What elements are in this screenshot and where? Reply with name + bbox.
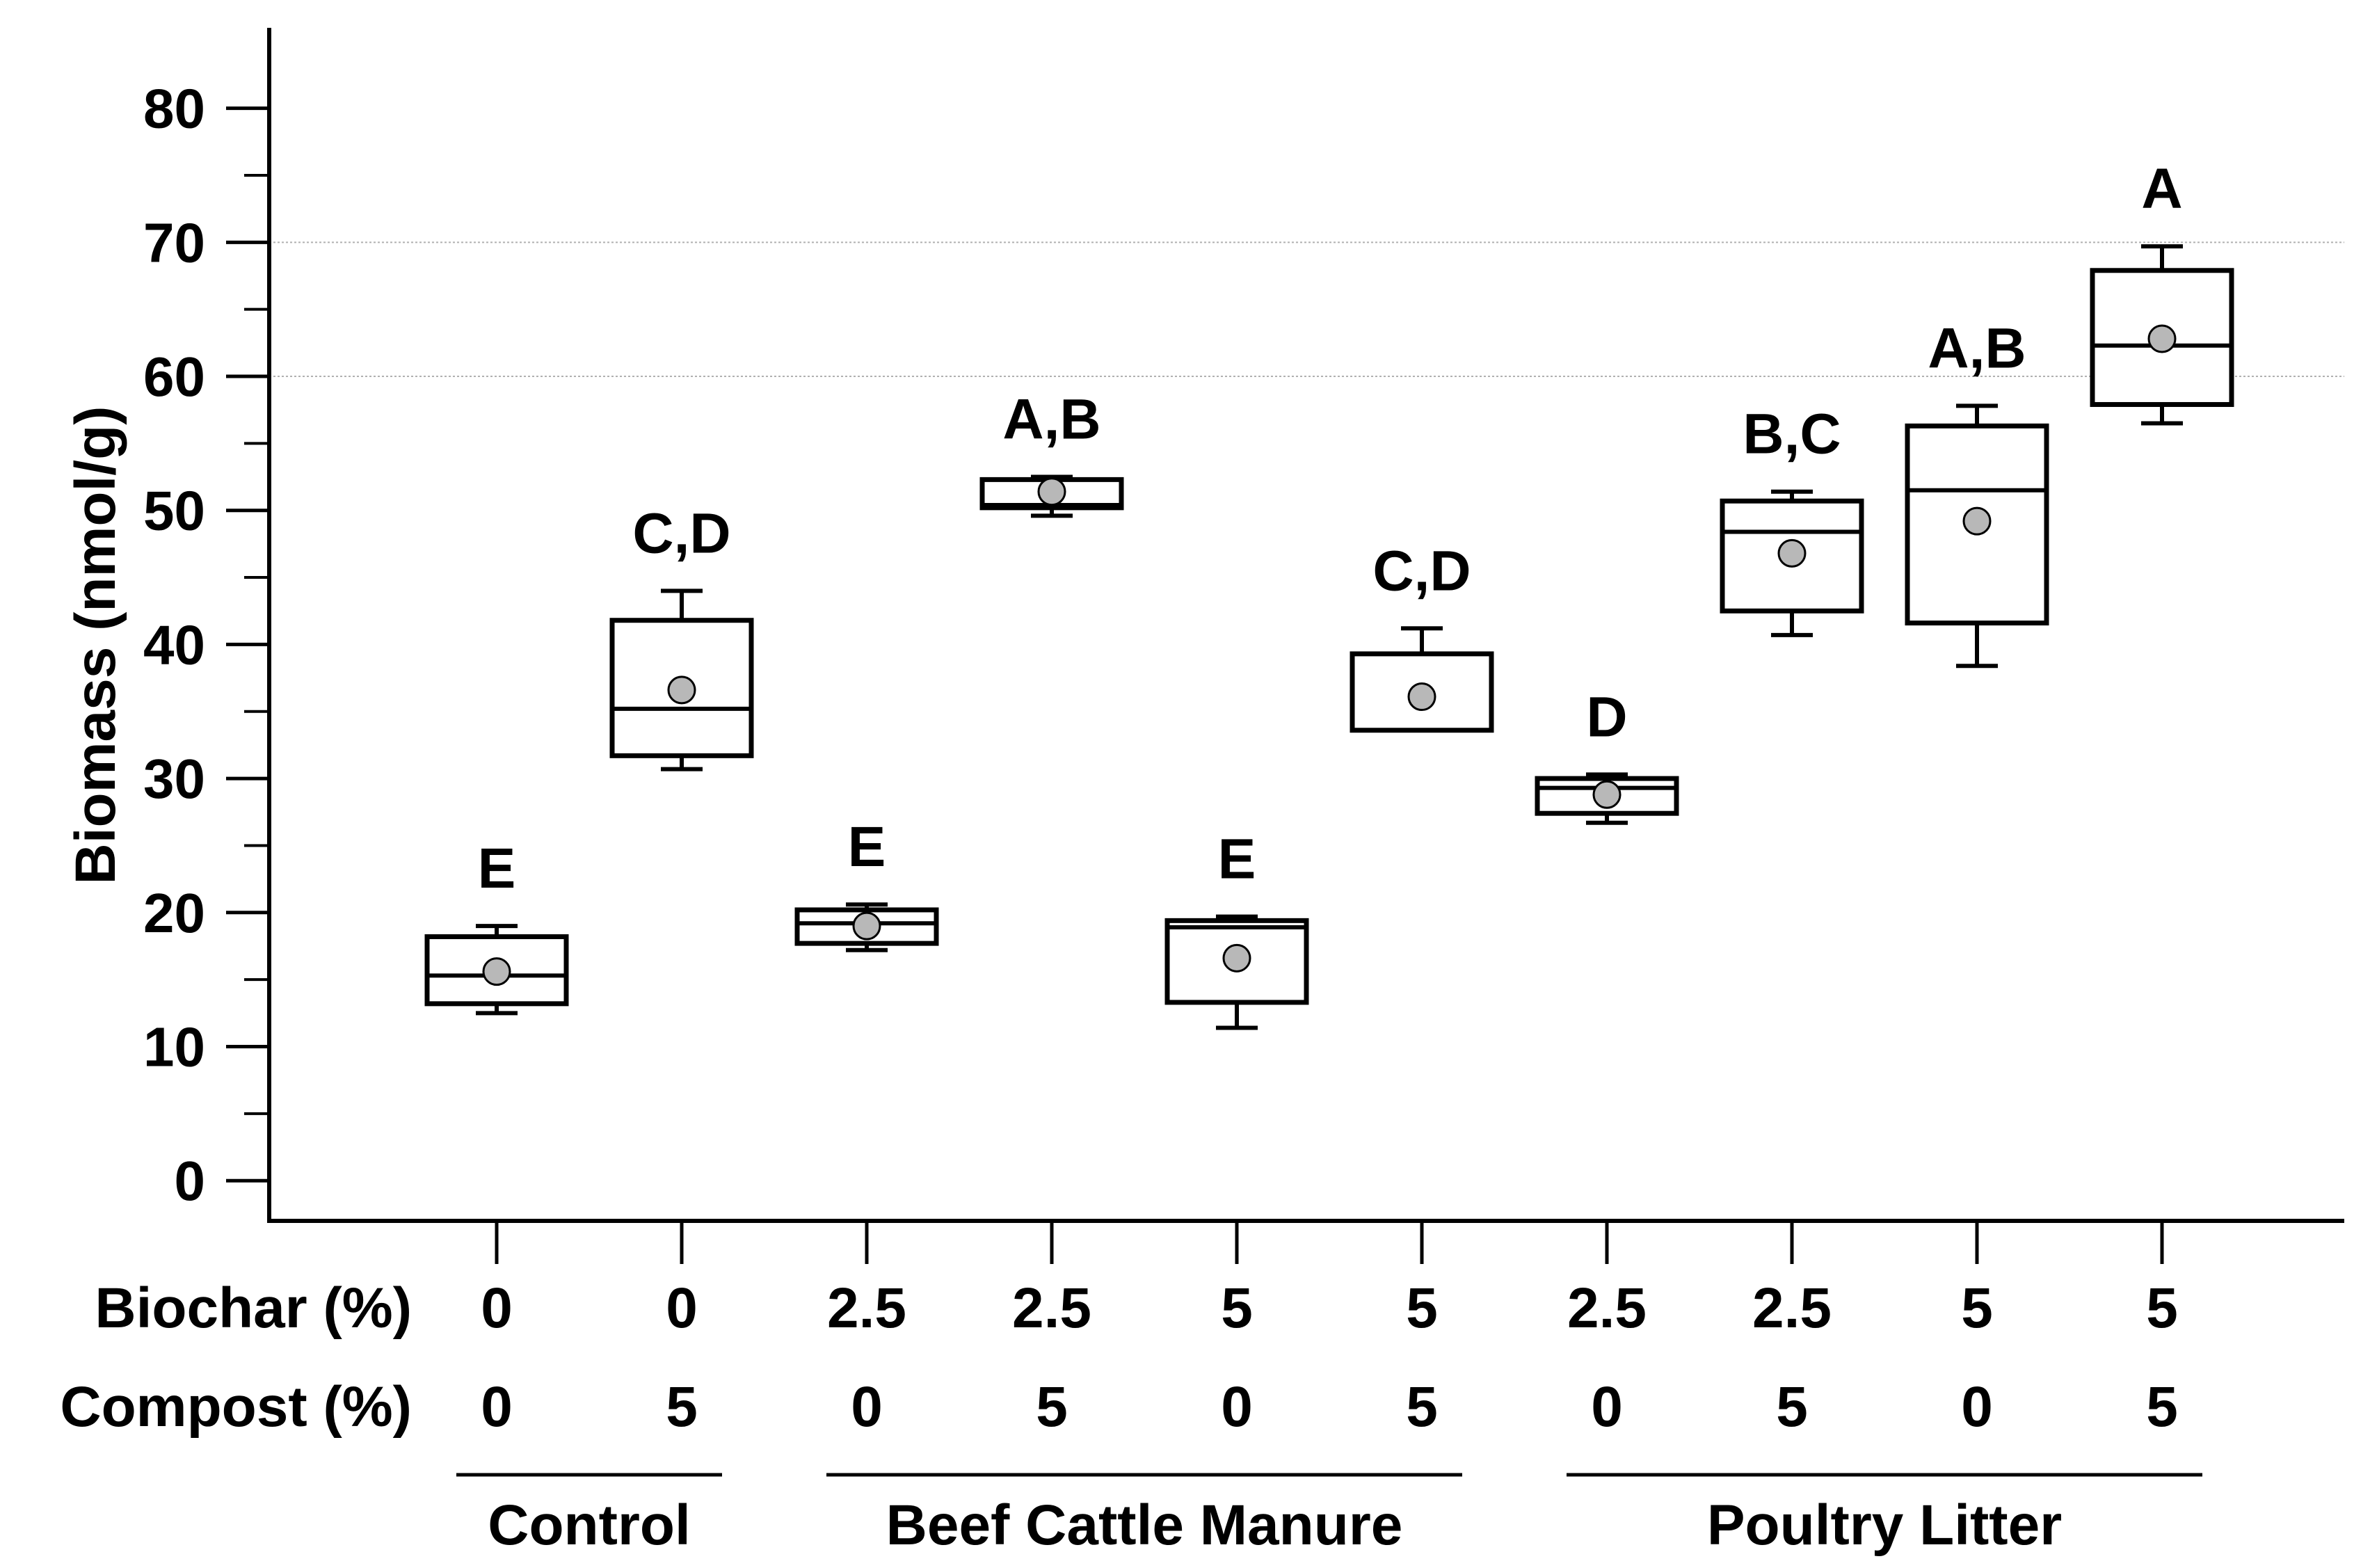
significance-letter: E [1218,828,1256,891]
biochar-value: 0 [481,1277,513,1340]
y-tick-label: 50 [143,480,205,542]
biochar-value: 5 [2146,1277,2178,1340]
significance-letter: C,D [1372,539,1471,602]
y-tick-label: 60 [143,346,205,408]
box-treatment-7: D [1535,685,1679,825]
group-label: Control [488,1494,690,1557]
y-tick-label: 80 [143,78,205,140]
y-tick-label: 10 [143,1016,205,1078]
compost-value: 5 [666,1375,698,1439]
mean-marker [1777,538,1807,568]
y-tick-label: 20 [143,882,205,944]
biochar-value: 5 [1406,1277,1438,1340]
mean-marker [667,675,696,705]
y-tick-label: 0 [175,1150,206,1212]
group-label: Beef Cattle Manure [886,1494,1403,1557]
group-label: Poultry Litter [1707,1494,2062,1557]
compost-value: 5 [1036,1375,1068,1439]
biochar-value: 0 [666,1277,698,1340]
compost-value: 0 [851,1375,883,1439]
labels: Biochar (%) Compost (%) 0 0 0 5 2.5 0 2.5 5 5 0 5 5 2.… [60,1277,2202,1557]
box-treatment-9: A,B [1905,317,2049,669]
box-treatment-2: C,D [609,502,754,771]
compost-value: 0 [481,1375,513,1439]
significance-letter: A [2141,157,2182,221]
box-treatment-6: C,D [1350,539,1494,733]
significance-letter: C,D [632,502,730,565]
significance-letter: A,B [1002,388,1100,451]
box-treatment-4: A,B [979,388,1124,518]
significance-letter: E [478,837,516,900]
mean-marker [1592,780,1622,809]
significance-letter: E [848,815,886,879]
y-tick-label: 40 [143,614,205,675]
compost-value: 5 [2146,1375,2178,1439]
box-treatment-10: A [2090,157,2234,426]
mean-marker [1222,943,1251,973]
biochar-value: 5 [1221,1277,1253,1340]
box-iqr [424,934,569,1007]
mean-marker [1037,477,1066,506]
mean-marker [1962,506,1992,536]
box-treatment-1: E [424,837,569,1016]
biochar-value: 2.5 [1752,1277,1832,1340]
biochar-row-label: Biochar (%) [95,1277,412,1340]
compost-value: 0 [1221,1375,1253,1439]
biochar-value: 2.5 [827,1277,906,1340]
compost-value: 5 [1776,1375,1808,1439]
box-treatment-5: E [1164,828,1309,1030]
biochar-value: 5 [1961,1277,1993,1340]
y-tick-label: 70 [143,211,205,273]
boxes: E C,D E A,B E C,D D B,C A,B A [424,157,2234,1030]
mean-marker [2147,324,2177,353]
axes: 0 10 20 30 40 50 60 70 80 Biomass (nmol/g) [64,28,2344,1264]
biochar-value: 2.5 [1567,1277,1647,1340]
mean-marker [482,957,511,986]
gridlines [269,241,2344,378]
mean-marker [1407,682,1436,712]
y-axis-label: Biomass (nmol/g) [64,406,127,885]
compost-value: 0 [1961,1375,1993,1439]
biochar-value: 2.5 [1012,1277,1091,1340]
y-tick-label: 30 [143,748,205,810]
mean-marker [852,911,881,941]
box-treatment-3: E [794,815,939,952]
significance-letter: B,C [1743,403,1841,466]
significance-letter: A,B [1928,317,2026,380]
compost-value: 0 [1591,1375,1623,1439]
significance-letter: D [1586,685,1627,749]
compost-row-label: Compost (%) [60,1375,412,1439]
box-treatment-8: B,C [1720,403,1864,637]
compost-value: 5 [1406,1375,1438,1439]
